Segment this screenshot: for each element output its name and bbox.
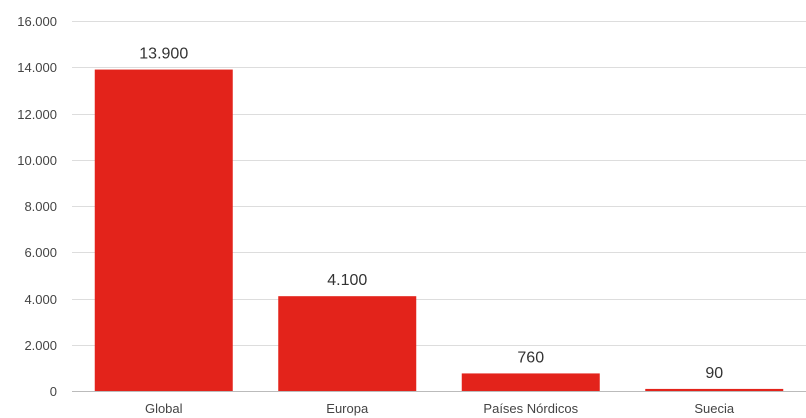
data-label: 13.900 [139,46,188,63]
data-label: 760 [517,349,544,366]
x-category-label: Suecia [694,401,735,416]
y-axis-tick-labels: 0 2.000 4.000 6.000 8.000 10.000 12.000 14.000 1… [17,14,57,399]
bar [462,373,600,391]
y-tick-label: 12.000 [17,107,57,122]
y-tick-label: 8.000 [24,199,57,214]
y-tick-label: 6.000 [24,245,57,260]
x-category-label: Europa [326,401,369,416]
x-category-label: Global [145,401,183,416]
x-axis-category-labels: Global Europa Países Nórdicos Suecia [145,401,735,416]
bar [645,389,783,391]
bar [278,296,416,391]
y-tick-label: 14.000 [17,60,57,75]
bar [95,70,233,391]
y-tick-label: 4.000 [24,292,57,307]
data-label: 4.100 [327,272,367,289]
y-tick-label: 0 [50,384,57,399]
y-tick-label: 10.000 [17,153,57,168]
y-tick-label: 16.000 [17,14,57,29]
y-tick-label: 2.000 [24,338,57,353]
x-category-label: Países Nórdicos [483,401,578,416]
data-label: 90 [705,365,723,382]
bars [95,70,784,391]
